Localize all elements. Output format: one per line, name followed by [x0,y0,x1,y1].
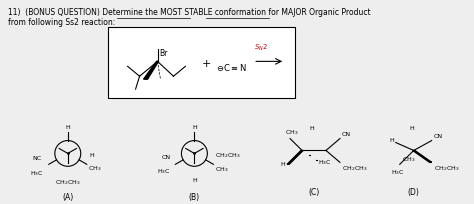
Text: H$_3$C: H$_3$C [391,168,405,177]
Text: CN: CN [342,132,351,137]
Text: (B): (B) [189,193,200,202]
Text: CH$_2$CH$_3$: CH$_2$CH$_3$ [55,178,81,187]
Text: CN: CN [161,155,171,160]
Text: H: H [90,153,94,158]
Polygon shape [413,151,432,162]
Text: CH$_3$: CH$_3$ [88,164,101,173]
Polygon shape [144,61,158,79]
Polygon shape [287,151,303,164]
Text: H: H [192,178,197,183]
Text: (A): (A) [62,193,73,202]
Text: $\ominus$C$\equiv$N: $\ominus$C$\equiv$N [216,62,247,73]
Text: +: + [201,59,211,69]
Text: CH$_2$CH$_3$: CH$_2$CH$_3$ [342,164,367,173]
Text: NC: NC [33,156,42,161]
Text: from following Ss2 reaction:: from following Ss2 reaction: [8,18,115,27]
Text: CH$_3$: CH$_3$ [215,165,229,174]
Text: (D): (D) [408,188,419,197]
Text: H$_3$C: H$_3$C [318,158,332,167]
Text: H$_3$C: H$_3$C [30,169,44,178]
Text: H$_3$C: H$_3$C [157,167,171,176]
Text: (C): (C) [309,188,319,197]
Text: CH$_2$CH$_3$: CH$_2$CH$_3$ [215,151,241,160]
Bar [108,27,295,98]
Text: CH$_2$CH$_3$: CH$_2$CH$_3$ [434,164,459,173]
Text: H: H [410,126,414,131]
Text: H: H [389,138,394,143]
Text: CH$_3$: CH$_3$ [285,128,299,137]
Text: Br: Br [160,50,168,59]
Text: CN: CN [434,134,443,139]
Text: H: H [280,162,285,167]
Text: H: H [192,125,197,130]
Text: H: H [310,126,314,131]
Text: H: H [65,125,70,130]
Text: $S_N2$: $S_N2$ [254,43,268,53]
Text: CH$_3$: CH$_3$ [402,155,416,164]
Text: 11)  (BONUS QUESTION) Determine the MOST STABLE conformation for MAJOR Organic P: 11) (BONUS QUESTION) Determine the MOST … [8,8,371,17]
